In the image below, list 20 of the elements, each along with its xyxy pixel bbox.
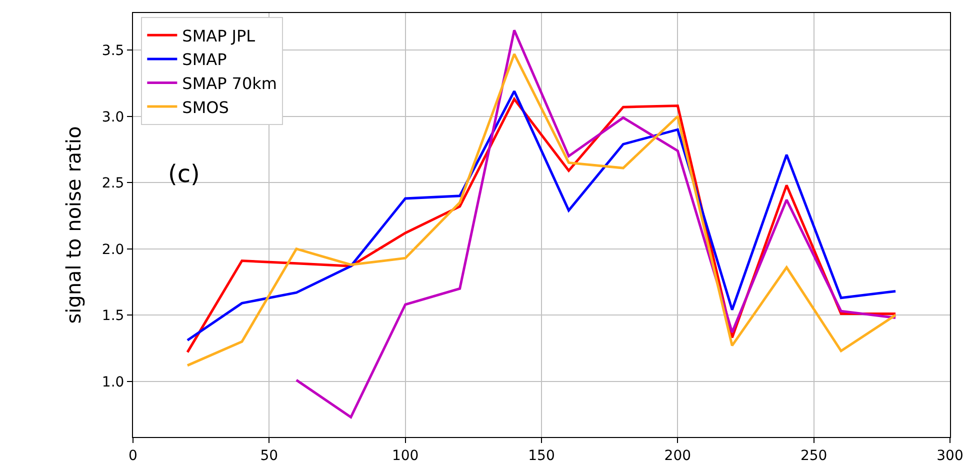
annotation: (c) (168, 160, 200, 188)
y-tick-label: 1.5 (102, 308, 124, 324)
x-tick-label: 300 (936, 448, 964, 464)
legend-label: SMAP (182, 50, 228, 70)
y-axis-title: signal to noise ratio (61, 126, 86, 324)
line-series (295, 28, 897, 418)
y-tick-label: 1.0 (102, 374, 124, 390)
x-tick-label: 0 (128, 448, 138, 464)
x-tick-label: 150 (528, 448, 555, 464)
legend-label: SMAP 70km (182, 74, 278, 93)
x-tick-label: 100 (392, 448, 419, 464)
legend-label: SMAP JPL (182, 26, 256, 46)
x-tick-label: 250 (800, 448, 828, 464)
legend-label: SMOS (182, 98, 229, 117)
y-tick-label: 2.5 (102, 176, 124, 192)
x-tick-label: 50 (260, 448, 278, 464)
y-tick-label: 3.5 (102, 43, 124, 59)
y-tick-label: 3.0 (102, 109, 124, 126)
x-tick-label: 200 (664, 448, 692, 464)
y-tick-label: 2.0 (102, 242, 124, 258)
